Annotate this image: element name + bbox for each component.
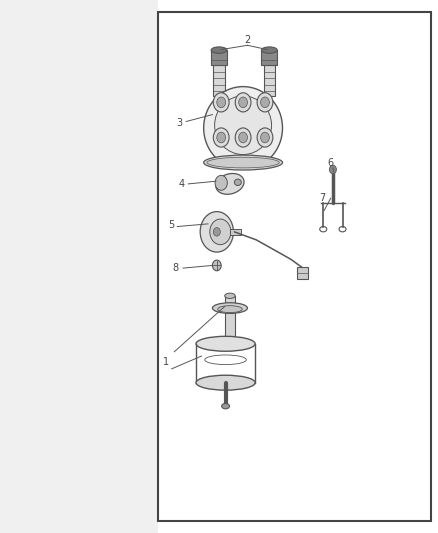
- Circle shape: [257, 128, 273, 147]
- Circle shape: [257, 93, 273, 112]
- Circle shape: [210, 219, 231, 245]
- FancyBboxPatch shape: [297, 266, 308, 279]
- Text: 8: 8: [172, 263, 178, 273]
- Ellipse shape: [216, 173, 244, 195]
- Ellipse shape: [225, 293, 235, 298]
- Ellipse shape: [211, 47, 227, 53]
- Ellipse shape: [204, 155, 283, 170]
- Ellipse shape: [207, 157, 279, 168]
- Circle shape: [213, 228, 220, 236]
- Circle shape: [261, 97, 269, 108]
- Circle shape: [239, 132, 247, 143]
- Text: 5: 5: [168, 220, 174, 230]
- Circle shape: [200, 212, 233, 252]
- Ellipse shape: [218, 306, 242, 312]
- Circle shape: [235, 128, 251, 147]
- Ellipse shape: [261, 47, 277, 53]
- Text: 3: 3: [177, 118, 183, 127]
- Circle shape: [235, 93, 251, 112]
- Circle shape: [261, 132, 269, 143]
- Circle shape: [239, 97, 247, 108]
- Circle shape: [329, 165, 336, 174]
- FancyBboxPatch shape: [0, 0, 158, 533]
- Ellipse shape: [212, 303, 247, 313]
- FancyBboxPatch shape: [230, 229, 241, 235]
- Circle shape: [213, 128, 229, 147]
- Circle shape: [212, 260, 221, 271]
- Ellipse shape: [196, 336, 255, 351]
- Circle shape: [215, 175, 227, 190]
- Ellipse shape: [222, 403, 230, 409]
- FancyBboxPatch shape: [213, 65, 225, 96]
- FancyBboxPatch shape: [225, 296, 235, 338]
- Circle shape: [217, 132, 226, 143]
- FancyBboxPatch shape: [211, 50, 227, 65]
- Circle shape: [217, 97, 226, 108]
- Ellipse shape: [204, 86, 283, 169]
- FancyBboxPatch shape: [158, 12, 431, 521]
- FancyBboxPatch shape: [264, 65, 275, 96]
- Text: 2: 2: [244, 35, 251, 45]
- Ellipse shape: [215, 96, 272, 155]
- Text: 6: 6: [328, 158, 334, 167]
- Text: 4: 4: [179, 179, 185, 189]
- FancyBboxPatch shape: [261, 50, 277, 65]
- Ellipse shape: [234, 179, 241, 185]
- Text: 7: 7: [319, 193, 325, 203]
- Circle shape: [213, 93, 229, 112]
- Text: 1: 1: [163, 358, 170, 367]
- Ellipse shape: [196, 375, 255, 390]
